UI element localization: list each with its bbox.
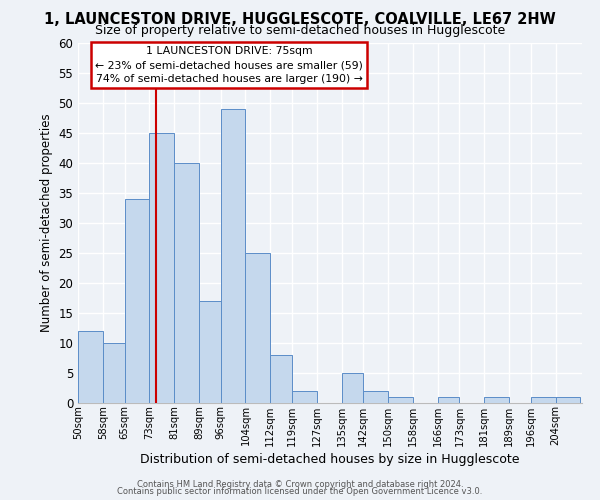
Text: Contains HM Land Registry data © Crown copyright and database right 2024.: Contains HM Land Registry data © Crown c… <box>137 480 463 489</box>
Bar <box>484 396 509 402</box>
Bar <box>149 132 174 402</box>
Bar <box>341 372 364 402</box>
Bar <box>292 390 317 402</box>
Text: Size of property relative to semi-detached houses in Hugglescote: Size of property relative to semi-detach… <box>95 24 505 37</box>
Y-axis label: Number of semi-detached properties: Number of semi-detached properties <box>40 113 53 332</box>
Bar <box>438 396 460 402</box>
Bar <box>245 252 270 402</box>
Bar <box>174 162 199 402</box>
Bar <box>388 396 413 402</box>
Text: Contains public sector information licensed under the Open Government Licence v3: Contains public sector information licen… <box>118 487 482 496</box>
Bar <box>221 108 245 403</box>
Bar <box>531 396 556 402</box>
Text: 1 LAUNCESTON DRIVE: 75sqm
← 23% of semi-detached houses are smaller (59)
74% of : 1 LAUNCESTON DRIVE: 75sqm ← 23% of semi-… <box>95 46 363 84</box>
Text: 1, LAUNCESTON DRIVE, HUGGLESCOTE, COALVILLE, LE67 2HW: 1, LAUNCESTON DRIVE, HUGGLESCOTE, COALVI… <box>44 12 556 28</box>
Bar <box>125 198 149 402</box>
Bar <box>270 354 292 403</box>
X-axis label: Distribution of semi-detached houses by size in Hugglescote: Distribution of semi-detached houses by … <box>140 452 520 466</box>
Bar <box>199 300 221 402</box>
Bar <box>364 390 388 402</box>
Bar <box>78 330 103 402</box>
Bar <box>103 342 125 402</box>
Bar <box>556 396 580 402</box>
